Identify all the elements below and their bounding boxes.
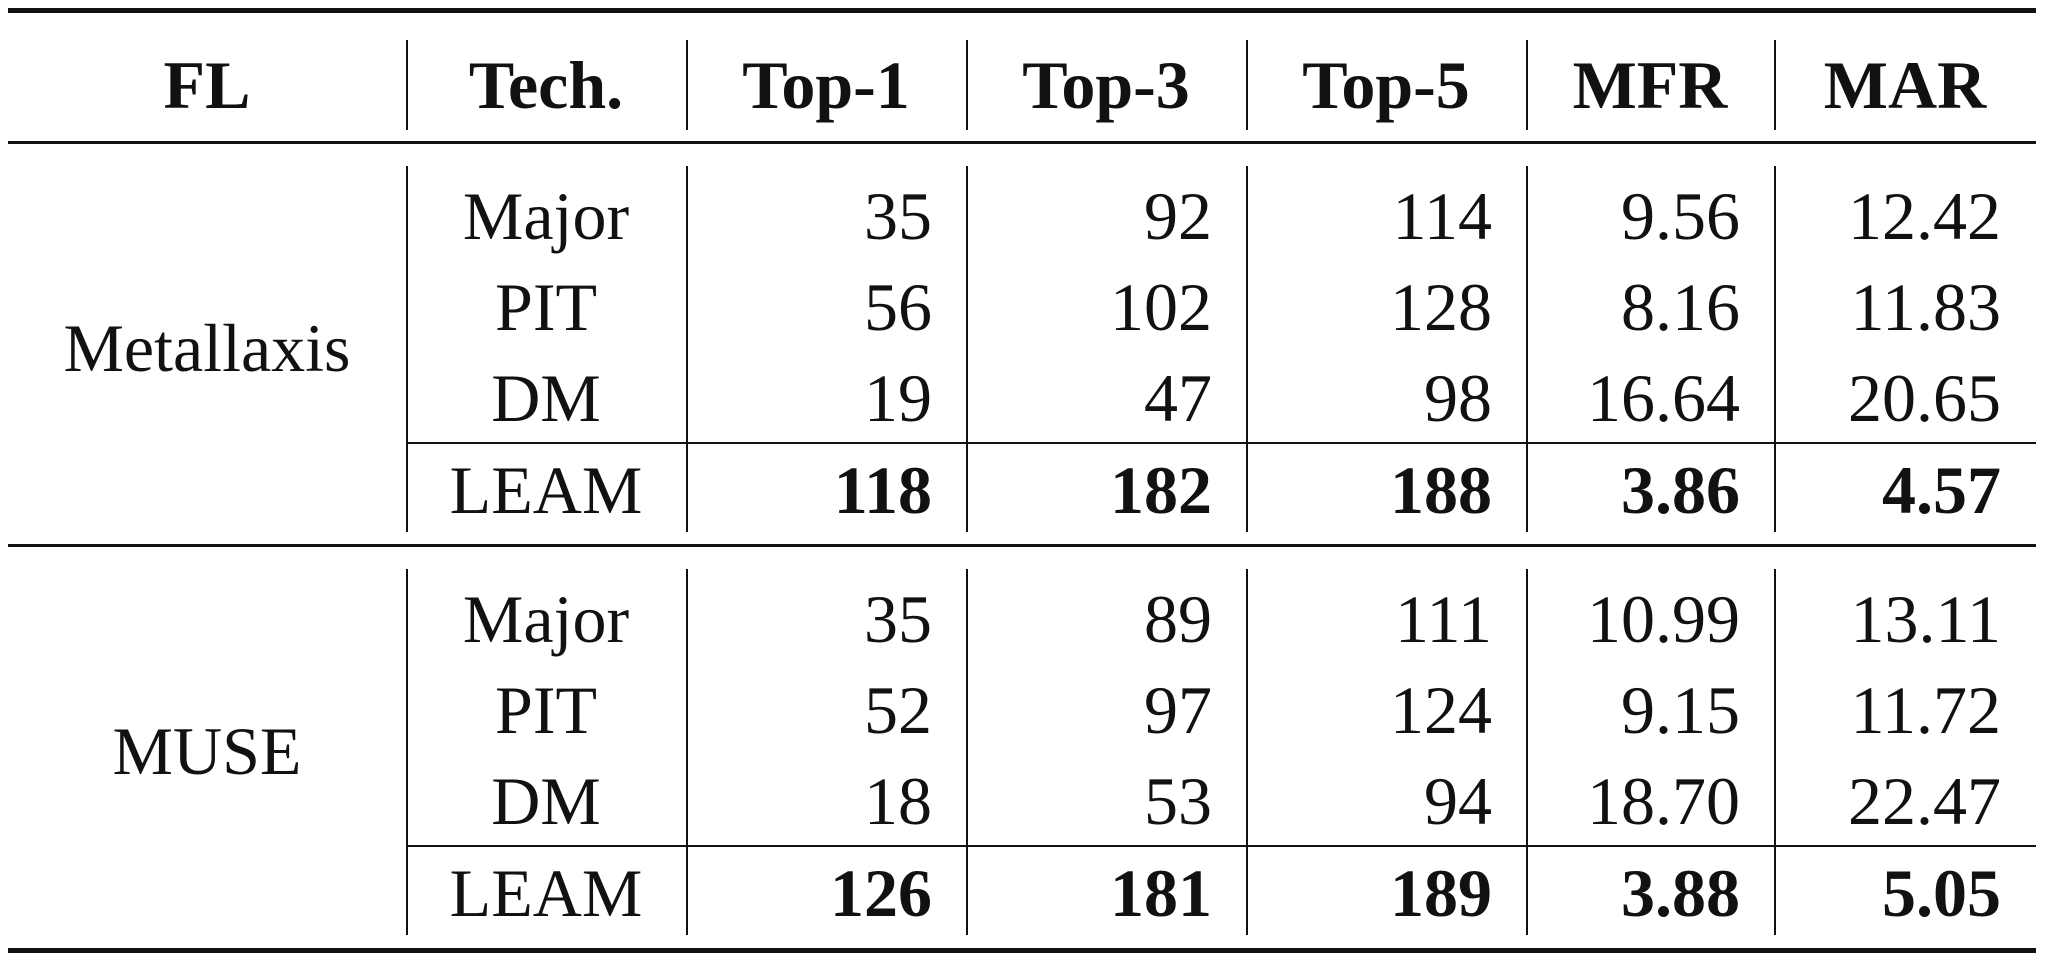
column-divider xyxy=(1774,166,1776,532)
column-divider xyxy=(406,569,408,935)
mfr-cell: 9.56 xyxy=(1621,178,1740,254)
mar-cell: 12.42 xyxy=(1848,178,2001,254)
column-divider xyxy=(966,569,968,935)
mfr-cell: 10.99 xyxy=(1587,581,1740,657)
mfr-cell: 16.64 xyxy=(1587,360,1740,436)
bottom-rule xyxy=(8,948,2036,953)
top1-cell: 52 xyxy=(864,672,932,748)
tech-cell: DM xyxy=(491,763,601,839)
tech-cell: Major xyxy=(462,178,630,254)
mar-cell: 13.11 xyxy=(1850,581,2001,657)
mar-cell: 11.83 xyxy=(1850,269,2001,345)
results-table: FL Tech. Top-1 Top-3 Top-5 MFR MAR Metal… xyxy=(8,8,2036,958)
top5-cell-best: 188 xyxy=(1390,452,1492,528)
top3-cell: 97 xyxy=(1144,672,1212,748)
top1-cell-best: 118 xyxy=(833,452,932,528)
metallaxis-leam-rule xyxy=(406,442,2036,444)
column-divider xyxy=(406,166,408,532)
mar-cell: 20.65 xyxy=(1848,360,2001,436)
group-separator-rule xyxy=(8,544,2036,547)
top1-cell: 35 xyxy=(864,178,932,254)
muse-leam-rule xyxy=(406,845,2036,847)
mfr-cell-best: 3.86 xyxy=(1621,452,1740,528)
top5-cell-best: 189 xyxy=(1390,855,1492,931)
mfr-cell: 8.16 xyxy=(1621,269,1740,345)
top3-cell-best: 182 xyxy=(1110,452,1212,528)
tech-cell: PIT xyxy=(495,269,597,345)
header-divider xyxy=(1246,40,1248,130)
top1-cell: 19 xyxy=(864,360,932,436)
top3-cell: 102 xyxy=(1110,269,1212,345)
tech-cell: Major xyxy=(462,581,630,657)
header-divider xyxy=(406,40,408,130)
column-divider xyxy=(966,166,968,532)
tech-cell: PIT xyxy=(495,672,597,748)
column-divider xyxy=(1526,166,1528,532)
top5-cell: 114 xyxy=(1392,178,1492,254)
column-divider xyxy=(686,569,688,935)
top3-cell-best: 181 xyxy=(1110,855,1212,931)
mar-cell-best: 5.05 xyxy=(1882,855,2001,931)
mar-cell-best: 4.57 xyxy=(1882,452,2001,528)
top5-cell: 128 xyxy=(1390,269,1492,345)
top1-cell: 35 xyxy=(864,581,932,657)
top3-cell: 89 xyxy=(1144,581,1212,657)
mfr-cell-best: 3.88 xyxy=(1621,855,1740,931)
top1-cell-best: 126 xyxy=(830,855,932,931)
top-rule xyxy=(8,8,2036,13)
header-fl: FL xyxy=(163,47,251,123)
top3-cell: 92 xyxy=(1144,178,1212,254)
column-divider xyxy=(1774,569,1776,935)
tech-cell: LEAM xyxy=(449,855,643,931)
mfr-cell: 18.70 xyxy=(1587,763,1740,839)
header-divider xyxy=(966,40,968,130)
header-tech: Tech. xyxy=(468,47,624,123)
mfr-cell: 9.15 xyxy=(1621,672,1740,748)
header-divider xyxy=(1774,40,1776,130)
top5-cell: 98 xyxy=(1424,360,1492,436)
top3-cell: 53 xyxy=(1144,763,1212,839)
header-top3: Top-3 xyxy=(1022,47,1190,123)
column-divider xyxy=(686,166,688,532)
header-mar: MAR xyxy=(1823,47,1987,123)
column-divider xyxy=(1526,569,1528,935)
tech-cell: LEAM xyxy=(449,452,643,528)
header-divider xyxy=(686,40,688,130)
header-top5: Top-5 xyxy=(1302,47,1470,123)
top5-cell: 94 xyxy=(1424,763,1492,839)
fl-group-label: Metallaxis xyxy=(63,310,351,386)
top1-cell: 56 xyxy=(864,269,932,345)
fl-group-label: MUSE xyxy=(112,713,302,789)
top5-cell: 124 xyxy=(1390,672,1492,748)
mar-cell: 22.47 xyxy=(1848,763,2001,839)
header-mfr: MFR xyxy=(1572,47,1728,123)
header-divider xyxy=(1526,40,1528,130)
top5-cell: 111 xyxy=(1395,581,1492,657)
column-divider xyxy=(1246,569,1248,935)
tech-cell: DM xyxy=(491,360,601,436)
top3-cell: 47 xyxy=(1144,360,1212,436)
top1-cell: 18 xyxy=(864,763,932,839)
header-top1: Top-1 xyxy=(742,47,910,123)
header-rule xyxy=(8,141,2036,144)
mar-cell: 11.72 xyxy=(1850,672,2001,748)
column-divider xyxy=(1246,166,1248,532)
